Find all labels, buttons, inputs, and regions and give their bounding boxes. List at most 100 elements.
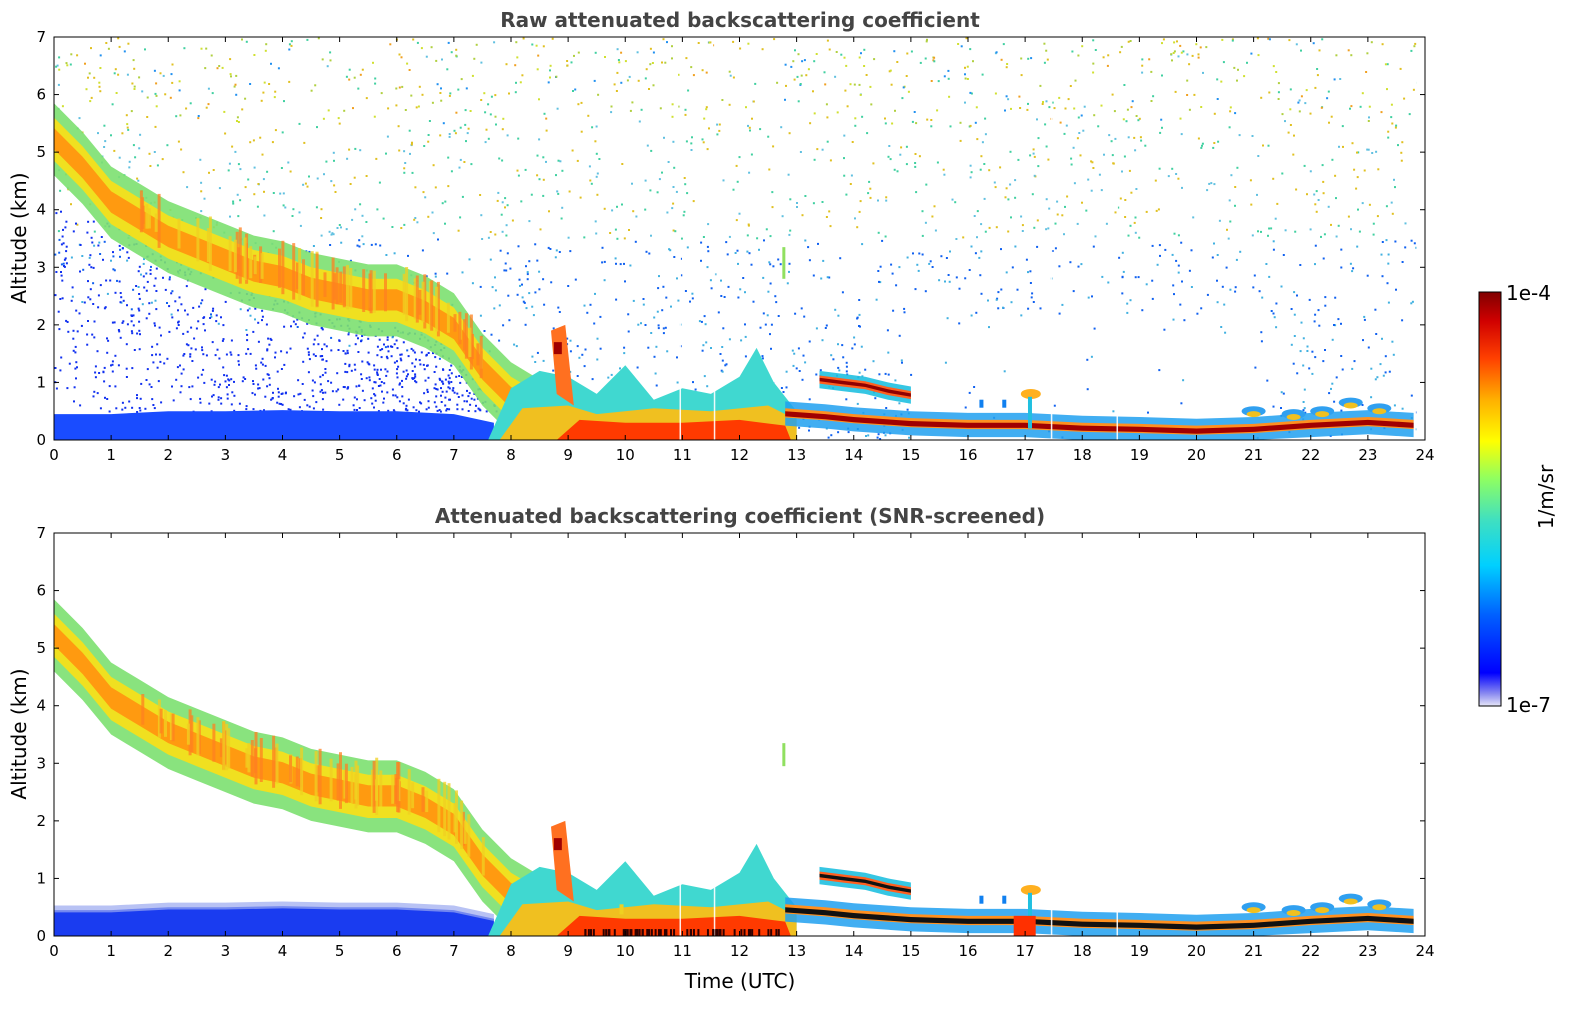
noise-pixel <box>448 387 451 390</box>
noise-pixel <box>420 47 423 50</box>
noise-pixel <box>332 151 335 154</box>
noise-pixel <box>1083 105 1086 108</box>
noise-pixel <box>1262 144 1264 147</box>
noise-pixel <box>298 406 301 409</box>
noise-pixel <box>114 354 117 357</box>
noise-pixel <box>320 217 323 219</box>
noise-pixel <box>707 223 710 226</box>
noise-pixel <box>1222 61 1225 64</box>
noise-pixel <box>893 168 896 171</box>
noise-pixel <box>224 300 227 303</box>
noise-pixel <box>826 276 829 279</box>
noise-pixel <box>208 402 211 405</box>
noise-pixel <box>377 385 380 387</box>
noise-pixel <box>402 341 405 344</box>
noise-pixel <box>444 396 447 399</box>
noise-pixel <box>164 93 167 96</box>
noise-pixel <box>263 81 266 84</box>
data-gap <box>713 37 716 440</box>
noise-pixel <box>837 314 840 317</box>
noise-pixel <box>70 256 73 259</box>
noise-pixel <box>547 246 550 249</box>
noise-pixel <box>1296 372 1299 375</box>
noise-pixel <box>1208 182 1211 185</box>
noise-pixel <box>609 232 612 234</box>
noise-pixel <box>1381 241 1384 243</box>
noise-pixel <box>1299 264 1302 266</box>
noise-pixel <box>281 403 284 406</box>
noise-pixel <box>257 183 260 185</box>
noise-pixel <box>970 171 973 174</box>
noise-pixel <box>322 391 324 394</box>
noise-pixel <box>906 52 909 55</box>
noise-pixel <box>1359 105 1362 108</box>
noise-pixel <box>551 37 554 40</box>
noise-pixel <box>490 333 493 336</box>
noise-pixel <box>860 52 862 55</box>
noise-pixel <box>964 77 967 80</box>
noise-pixel <box>662 327 665 330</box>
noise-pixel <box>521 296 524 299</box>
noise-pixel <box>303 398 306 401</box>
noise-pixel <box>99 90 102 93</box>
noise-pixel <box>1085 209 1088 212</box>
noise-pixel <box>619 263 622 266</box>
noise-pixel <box>594 292 596 295</box>
noise-pixel <box>398 400 401 403</box>
noise-pixel <box>303 332 306 335</box>
x-tick-label: 15 <box>901 942 920 960</box>
noise-pixel <box>1173 232 1176 235</box>
noise-pixel <box>434 186 437 189</box>
noise-pixel <box>414 380 417 383</box>
noise-pixel <box>426 391 429 393</box>
noise-pixel <box>722 327 725 330</box>
noise-pixel <box>86 343 89 346</box>
noise-pixel <box>1192 216 1195 219</box>
noise-pixel <box>357 87 360 90</box>
noise-pixel <box>1258 290 1261 293</box>
noise-pixel <box>1073 182 1076 185</box>
noise-pixel <box>664 61 667 64</box>
noise-pixel <box>1137 276 1140 279</box>
noise-pixel <box>447 185 450 188</box>
surface-strip <box>587 929 590 936</box>
noise-pixel <box>1327 90 1330 93</box>
noise-pixel <box>284 206 287 209</box>
noise-pixel <box>974 121 977 124</box>
noise-pixel <box>1296 294 1298 297</box>
noise-pixel <box>254 393 256 396</box>
noise-pixel <box>858 325 860 327</box>
noise-pixel <box>515 41 518 44</box>
noise-pixel <box>316 126 318 129</box>
noise-pixel <box>721 359 724 362</box>
noise-pixel <box>595 175 598 178</box>
noise-pixel <box>671 115 674 118</box>
noise-pixel <box>345 75 348 78</box>
noise-pixel <box>761 357 764 360</box>
noise-pixel <box>409 152 411 155</box>
noise-pixel <box>245 40 248 43</box>
noise-pixel <box>502 324 505 327</box>
noise-pixel <box>545 129 548 132</box>
noise-pixel <box>436 83 439 86</box>
noise-pixel <box>117 73 120 76</box>
noise-pixel <box>1322 192 1325 195</box>
noise-pixel <box>241 38 243 41</box>
noise-pixel <box>500 213 503 216</box>
noise-pixel <box>140 273 142 276</box>
aerosol-streak <box>413 278 417 320</box>
noise-pixel <box>706 245 709 248</box>
noise-pixel <box>413 351 416 354</box>
noise-pixel <box>136 411 139 413</box>
noise-pixel <box>354 368 357 371</box>
noise-pixel <box>659 107 662 110</box>
noise-pixel <box>301 383 304 385</box>
noise-pixel <box>788 233 791 236</box>
noise-pixel <box>444 200 447 203</box>
noise-pixel <box>235 93 238 96</box>
noise-pixel <box>72 337 75 340</box>
noise-pixel <box>414 373 417 376</box>
noise-pixel <box>420 402 423 405</box>
noise-pixel <box>314 84 317 87</box>
noise-pixel <box>260 99 263 102</box>
